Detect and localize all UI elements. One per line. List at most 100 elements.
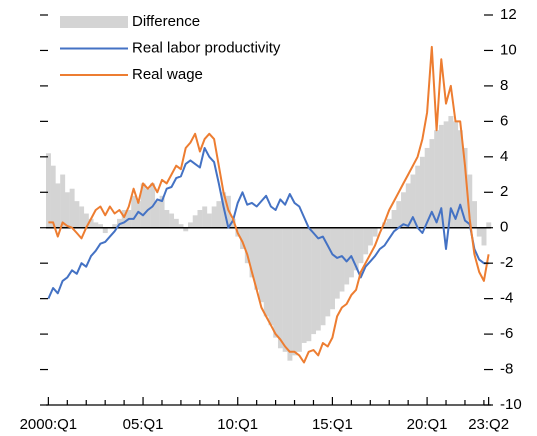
bar [79,206,85,228]
legend-label: Real labor productivity [132,39,281,56]
bar [481,227,487,246]
bar [353,227,359,271]
bar [173,218,179,228]
bar [367,227,373,246]
bar [311,227,317,335]
bar [419,156,425,228]
line [47,147,489,300]
y-tick-label: 6 [500,112,508,129]
bar [282,227,288,352]
bar [268,227,274,326]
bar [64,192,70,228]
bar [405,183,411,228]
bar [438,124,444,228]
bar [254,227,260,290]
bar [98,224,104,228]
bar [348,227,354,278]
y-tick-label: 8 [500,77,508,94]
x-tick-label: 20:Q1 [407,416,448,433]
line [48,45,490,364]
y-tick-label: -10 [500,396,522,413]
bar [50,165,56,228]
bar [277,227,283,349]
bar [386,218,392,228]
bar [339,227,345,292]
bar [46,153,51,228]
bar [486,222,492,228]
bar [315,227,321,331]
bar [273,227,279,338]
bar [197,210,203,228]
bar [401,192,406,228]
bar [363,227,369,255]
bar [169,213,175,228]
y-tick-label: 4 [500,148,508,165]
bar [145,188,151,228]
x-tick-label: 2000:Q1 [20,416,78,433]
bar [183,227,189,232]
bar [88,218,94,228]
bar [330,227,335,310]
bar [216,201,222,228]
bar [55,183,61,228]
y-tick-label: 0 [500,219,508,236]
x-tick-label: 10:Q1 [217,416,258,433]
legend-swatch [60,16,128,28]
bar [135,201,141,228]
y-tick-label: 2 [500,183,508,200]
y-tick-label: -8 [500,361,513,378]
bar [69,188,75,228]
bar [287,227,293,361]
bar [434,130,440,228]
legend-label: Difference [132,13,200,30]
bar [443,121,449,228]
bar [263,227,269,317]
y-tick-label: -4 [500,290,513,307]
bar [102,227,108,234]
bar [453,121,459,228]
bar [358,227,364,264]
bar [467,174,473,228]
bar [244,227,250,264]
bar [415,165,421,228]
x-tick-label: 05:Q1 [123,416,164,433]
bar [462,147,468,228]
bar [259,227,264,303]
bar [306,227,312,342]
bar [60,174,66,228]
bar [154,201,160,228]
bar [301,227,307,343]
bar [396,201,402,228]
bar [429,139,435,228]
bar [320,227,326,326]
bar [159,195,165,228]
bar [202,206,208,228]
bar [211,206,217,228]
bar [472,201,477,228]
bar [206,213,212,228]
bar [131,195,137,228]
bar [344,227,350,285]
x-tick-label: 15:Q1 [312,416,353,433]
bar [382,222,388,228]
y-tick-label: -2 [500,254,513,271]
bar [372,227,378,237]
y-tick-label: 12 [500,6,517,23]
bar [240,227,246,249]
y-tick-label: 10 [500,41,517,58]
bar [334,227,340,299]
bar [121,210,127,228]
bar [140,183,146,228]
bar [410,174,416,228]
bar [476,227,482,237]
bar [112,224,118,228]
bar [192,215,198,228]
bar [188,222,193,228]
y-tick-label: -6 [500,325,513,342]
bar [391,210,397,228]
bar [230,218,236,228]
bar [178,224,184,228]
bar [83,213,89,228]
